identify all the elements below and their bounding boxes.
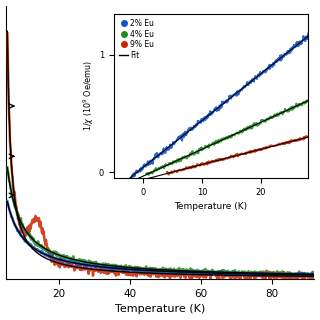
X-axis label: Temperature (K): Temperature (K)	[115, 304, 205, 315]
